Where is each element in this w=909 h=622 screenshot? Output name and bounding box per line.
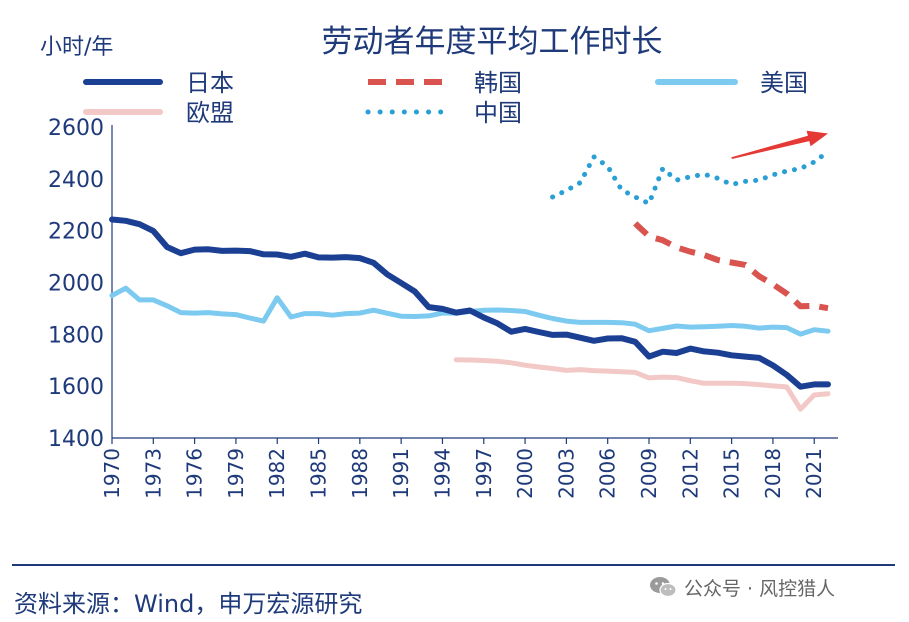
x-tick-label: 1970 (100, 448, 124, 499)
y-tick-label: 1800 (48, 323, 104, 348)
series-line-中国 (550, 149, 831, 206)
chart-title: 劳动者年度平均工作时长 (322, 24, 663, 60)
x-tick-label: 1991 (389, 448, 413, 499)
legend-label-欧盟: 欧盟 (186, 99, 234, 127)
series-line-日本 (109, 216, 831, 390)
legend-label-韩国: 韩国 (474, 69, 522, 97)
x-tick-label: 1976 (183, 448, 207, 499)
x-tick-label: 1985 (307, 448, 331, 499)
y-tick-label: 2400 (48, 168, 104, 193)
y-tick-label: 1400 (48, 427, 104, 452)
legend-label-美国: 美国 (760, 69, 808, 97)
x-tick-label: 1979 (224, 448, 248, 499)
x-tick-label: 2003 (554, 448, 578, 499)
x-tick-label: 1994 (430, 448, 454, 499)
wechat-icon (650, 577, 677, 598)
series-layer (109, 149, 831, 412)
x-tick-label: 2015 (720, 448, 744, 499)
x-tick-label: 1973 (141, 448, 165, 499)
x-tick-label: 1988 (348, 448, 372, 499)
y-tick-label: 2000 (48, 272, 104, 297)
axes: 1400 1600 1800 2000 2200 2400 2600 1970 1973 1976… (48, 116, 838, 499)
legend-label-日本: 日本 (186, 69, 234, 97)
trend-arrow (731, 130, 828, 159)
y-tick-label: 2600 (48, 116, 104, 141)
x-tick-label: 2000 (513, 448, 537, 499)
x-tick-label: 2021 (802, 448, 826, 499)
x-tick-label: 2012 (678, 448, 702, 499)
source-divider (12, 564, 895, 566)
source-note: 资料来源：Wind，申万宏源研究 (14, 590, 363, 618)
legend-label-中国: 中国 (474, 99, 522, 127)
x-tick-label: 1997 (472, 448, 496, 499)
x-tick-label: 2006 (596, 448, 620, 499)
watermark-text: 公众号 · 风控猎人 (684, 577, 836, 600)
y-tick-label: 2200 (48, 220, 104, 245)
x-tick-label: 1982 (265, 448, 289, 499)
x-tick-label: 2009 (637, 448, 661, 499)
y-tick-label: 1600 (48, 375, 104, 400)
y-axis-label: 小时/年 (40, 35, 113, 60)
annotation-layer (731, 130, 828, 159)
watermark: 公众号 · 风控猎人 (648, 574, 835, 600)
series-line-韩国 (633, 221, 829, 312)
x-tick-label: 2018 (761, 448, 785, 499)
series-line-欧盟 (453, 357, 831, 412)
